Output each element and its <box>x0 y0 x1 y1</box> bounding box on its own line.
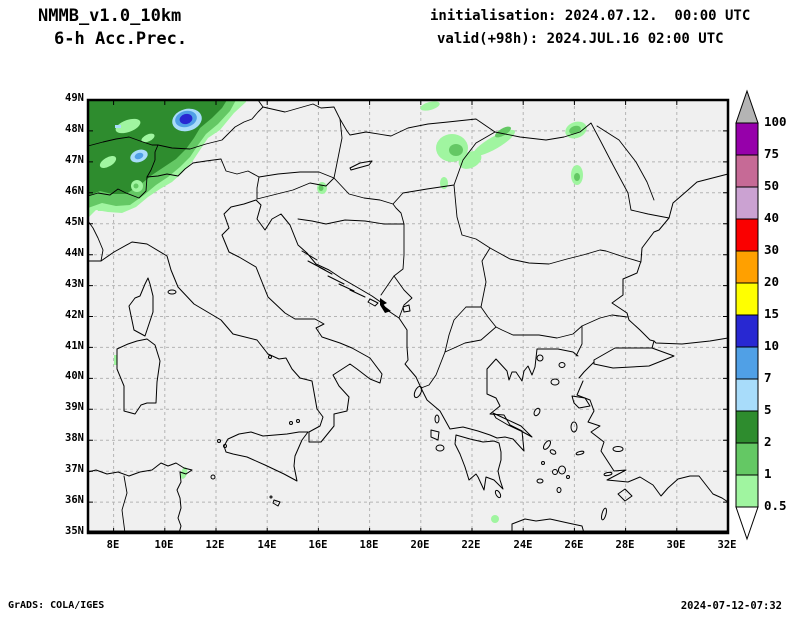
precip-alps-rain-db <box>179 113 193 125</box>
coast-north-africa <box>87 462 193 534</box>
lon-label: 16E <box>308 539 328 551</box>
kotor-marker <box>380 298 391 313</box>
colorbar-above-max <box>735 89 759 124</box>
colorbar-label: 15 <box>764 306 780 321</box>
colorbar-label: 75 <box>764 146 780 161</box>
lat-label: 39N <box>65 401 84 413</box>
colorbar-seg-75 <box>735 154 759 188</box>
lon-label: 8E <box>106 539 120 551</box>
lat-label: 41N <box>65 340 84 352</box>
lon-label: 32E <box>717 539 737 551</box>
model-title: NMMB_v1.0_10km <box>38 6 182 26</box>
lat-label: 45N <box>65 216 84 228</box>
precip-scattered-cores <box>318 185 324 191</box>
precip-carpathians-cores <box>449 125 581 181</box>
colorbar-seg-50 <box>735 186 759 220</box>
colorbar-seg-2 <box>735 442 759 476</box>
precip-alps-holes <box>99 118 155 168</box>
lat-label: 48N <box>65 123 84 135</box>
coast-euboea <box>492 412 533 438</box>
lon-label: 24E <box>513 539 533 551</box>
colorbar-label: 5 <box>764 402 772 417</box>
valid-time-label: valid(+98h): 2024.JUL.16 02:00 UTC <box>437 31 724 47</box>
coast-corsica <box>128 277 154 337</box>
coast-marmara <box>593 347 675 369</box>
lat-label: 40N <box>65 370 84 382</box>
coast-dardanelles <box>578 361 595 379</box>
map-canvas <box>86 98 730 535</box>
lake-balaton <box>349 160 373 171</box>
precip-carpathians-light <box>420 101 587 189</box>
lon-label: 26E <box>564 539 584 551</box>
lon-label: 28E <box>615 539 635 551</box>
lon-label: 12E <box>205 539 225 551</box>
coast-turkey-aegean <box>576 380 729 503</box>
lat-label: 46N <box>65 185 84 197</box>
precip-alps-south-core <box>133 183 139 189</box>
lat-label: 47N <box>65 154 84 166</box>
creation-timestamp: 2024-07-12-07:32 <box>680 600 782 612</box>
coast-bosphorus <box>651 340 655 349</box>
colorbar-label: 40 <box>764 210 780 225</box>
lon-label: 14E <box>257 539 277 551</box>
colorbar-seg-100 <box>735 122 759 156</box>
colorbar-label: 1 <box>764 466 772 481</box>
coast-sardinia <box>116 338 161 415</box>
colorbar-label: 0.5 <box>764 498 787 513</box>
colorbar-seg-7 <box>735 378 759 412</box>
lon-label: 18E <box>359 539 379 551</box>
lat-label: 35N <box>65 525 84 537</box>
lat-label: 38N <box>65 432 84 444</box>
colorbar-seg-40 <box>735 218 759 252</box>
lat-label: 42N <box>65 309 84 321</box>
colorbar-below-min <box>735 506 759 541</box>
lat-label: 37N <box>65 463 84 475</box>
colorbar-seg-1 <box>735 474 759 508</box>
country-borders <box>87 99 670 534</box>
lon-label: 20E <box>410 539 430 551</box>
lat-label: 44N <box>65 247 84 259</box>
coast-sicily <box>223 431 309 482</box>
colorbar-label: 50 <box>764 178 780 193</box>
coast-italy-balkans-greece <box>87 199 579 452</box>
lon-label: 22E <box>461 539 481 551</box>
grads-credit: GrADS: COLA/IGES <box>8 600 105 611</box>
colorbar-label: 30 <box>764 242 780 257</box>
lon-ticks <box>113 100 678 533</box>
colorbar-seg-20 <box>735 282 759 316</box>
lat-label: 36N <box>65 494 84 506</box>
graticule <box>88 100 728 533</box>
colorbar-label: 7 <box>764 370 772 385</box>
lon-label: 10E <box>154 539 174 551</box>
small-islands <box>167 289 633 521</box>
colorbar-seg-5 <box>735 410 759 444</box>
colorbar-label: 100 <box>764 114 787 129</box>
lat-label: 43N <box>65 278 84 290</box>
colorbar-seg-10 <box>735 346 759 380</box>
initialisation-label: initialisation: 2024.07.12. 00:00 UTC <box>430 8 751 24</box>
lat-ticks <box>88 130 728 503</box>
colorbar-seg-30 <box>735 250 759 284</box>
colorbar-label: 2 <box>764 434 772 449</box>
lat-label: 49N <box>65 92 84 104</box>
map-frame <box>86 98 730 535</box>
coast-black-sea <box>611 173 729 345</box>
colorbar-seg-15 <box>735 314 759 348</box>
coast-peloponnese <box>454 434 504 491</box>
coastlines <box>87 160 729 534</box>
coast-dalmatian-islands <box>301 250 379 307</box>
lon-label: 30E <box>666 539 686 551</box>
colorbar <box>735 89 759 541</box>
lake-scutari <box>402 304 411 313</box>
product-title: 6-h Acc.Prec. <box>54 29 188 49</box>
parallels <box>88 130 728 503</box>
colorbar-label: 20 <box>764 274 780 289</box>
colorbar-label: 10 <box>764 338 780 353</box>
